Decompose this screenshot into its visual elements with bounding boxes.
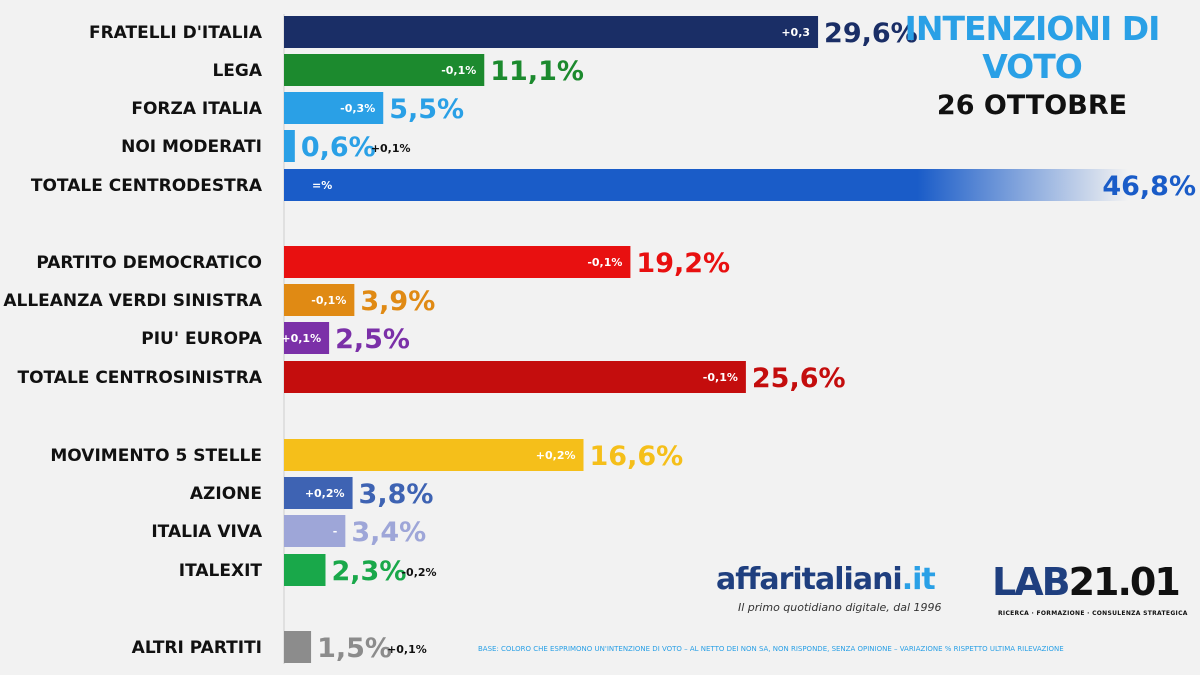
category-label: ALTRI PARTITI [132,638,262,658]
category-label: ALLEANZA VERDI SINISTRA [3,291,262,311]
change-label: -0,2% [401,566,436,579]
affaritaliani-logo-name: affaritaliani [716,562,903,597]
change-label: - [333,525,338,538]
category-label: PIU' EUROPA [141,329,263,349]
lab2101-logo: LAB21.01 [992,560,1181,604]
change-label: =% [312,179,332,192]
value-label: 0,6% [301,132,376,163]
change-label: +0,1% [371,142,411,155]
category-label: ITALIA VIVA [151,522,262,542]
change-label: +0,2% [536,449,576,462]
bar [284,246,631,278]
change-label: -0,1% [587,256,622,269]
change-label: -0,1% [441,64,476,77]
affaritaliani-tagline: Il primo quotidiano digitale, dal 1996 [738,601,942,614]
category-label: PARTITO DEMOCRATICO [36,253,262,273]
bar [284,554,326,586]
category-label: FORZA ITALIA [131,99,262,119]
lab2101-logo-name: LAB [992,560,1071,604]
value-label: 1,5% [317,633,392,664]
value-label: 11,1% [490,56,584,87]
change-label: -0,3% [340,102,375,115]
category-label: FRATELLI D'ITALIA [89,23,263,43]
change-label: +0,1% [281,332,321,345]
chart-title-line1: INTENZIONI DI [904,9,1161,48]
value-label: 5,5% [389,94,464,125]
change-label: +0,2% [305,487,345,500]
value-label: 3,8% [359,479,434,510]
bar [284,16,819,48]
category-label: TOTALE CENTROSINISTRA [17,368,262,388]
category-label: TOTALE CENTRODESTRA [31,176,263,196]
bar [284,54,485,86]
chart-title-block: INTENZIONI DI VOTO 26 OTTOBRE [902,10,1162,124]
lab2101-logo-number: 21.01 [1068,560,1181,604]
change-label: -0,1% [703,371,738,384]
bar [284,130,295,162]
bar [284,361,746,393]
value-label: 29,6% [824,18,918,49]
value-label: 16,6% [590,441,684,472]
footnote: BASE: COLORO CHE ESPRIMONO UN'INTENZIONE… [478,645,1064,653]
category-label: LEGA [212,61,262,81]
lab2101-subtitle: RICERCA · FORMAZIONE · CONSULENZA STRATE… [998,610,1188,617]
bar [284,92,384,124]
value-label: 25,6% [752,363,846,394]
bar [284,631,312,663]
change-label: -0,1% [311,294,346,307]
value-label: 2,3% [331,556,406,587]
affaritaliani-logo-suffix: .it [901,562,936,597]
category-label: MOVIMENTO 5 STELLE [50,446,262,466]
value-label: 19,2% [636,248,730,279]
category-label: NOI MODERATI [121,137,262,157]
bar [284,477,353,509]
change-label: +0,3 [781,26,810,39]
affaritaliani-logo: affaritaliani.it [716,562,936,597]
value-label: 2,5% [335,324,410,355]
chart-date: 26 OTTOBRE [936,90,1128,121]
bar [284,169,1129,201]
bar [284,515,346,547]
value-label: 3,9% [360,286,435,317]
value-label: 3,4% [351,517,426,548]
change-label: +0,1% [387,643,427,656]
chart-title-line2: VOTO [982,47,1083,86]
category-label: AZIONE [190,484,262,504]
bar [284,439,584,471]
value-label: 46,8% [1102,171,1196,202]
bar [284,284,355,316]
category-label: ITALEXIT [179,561,263,581]
bar [284,322,330,354]
